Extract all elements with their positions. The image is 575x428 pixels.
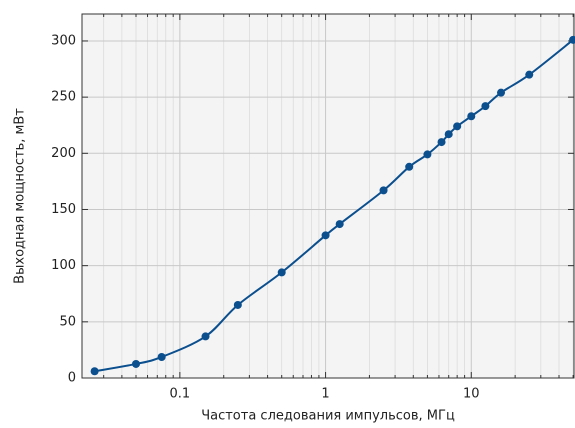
y-tick-label: 0 xyxy=(68,371,76,386)
y-axis-label: Выходная мощность, мВт xyxy=(13,108,28,284)
marker xyxy=(335,220,344,229)
marker xyxy=(157,352,166,361)
marker xyxy=(201,332,210,341)
y-tick-label: 100 xyxy=(51,258,76,273)
y-tick-label: 50 xyxy=(59,314,76,329)
marker xyxy=(321,231,330,240)
marker xyxy=(277,268,286,277)
x-axis-label: Частота следования импульсов, МГц xyxy=(201,409,455,424)
plot-frame xyxy=(81,13,575,379)
y-tick-label: 150 xyxy=(51,202,76,217)
marker xyxy=(497,88,506,97)
marker xyxy=(423,150,432,159)
marker xyxy=(131,359,140,368)
marker xyxy=(379,186,388,195)
y-tick-label: 250 xyxy=(51,90,76,105)
x-tick-label: 1 xyxy=(321,387,329,402)
marker xyxy=(467,112,476,121)
marker xyxy=(481,102,490,111)
x-tick-label: 10 xyxy=(463,387,480,402)
y-tick-label: 200 xyxy=(51,146,76,161)
marker xyxy=(444,130,453,139)
y-tick-label: 300 xyxy=(51,33,76,48)
marker xyxy=(437,138,446,147)
marker xyxy=(453,122,462,131)
marker xyxy=(525,70,534,79)
marker xyxy=(405,162,414,171)
marker xyxy=(233,300,242,309)
plot-background xyxy=(82,14,574,378)
x-tick-label: 0.1 xyxy=(170,387,191,402)
marker xyxy=(569,35,575,44)
marker xyxy=(90,367,99,376)
